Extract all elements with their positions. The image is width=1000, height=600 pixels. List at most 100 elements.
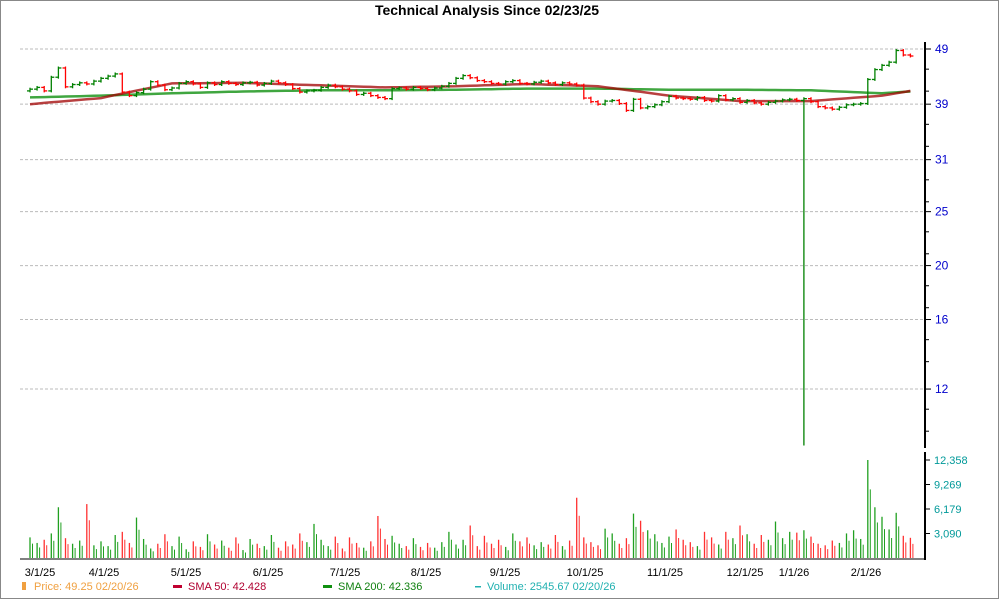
price-bar bbox=[729, 97, 736, 102]
chart-title: Technical Analysis Since 02/23/25 bbox=[375, 2, 599, 18]
price-bar bbox=[346, 87, 353, 93]
price-bar bbox=[147, 80, 154, 91]
price-bar bbox=[90, 79, 97, 86]
price-bar bbox=[758, 101, 765, 106]
price-bar bbox=[410, 85, 417, 91]
price-bar bbox=[289, 83, 296, 91]
price-bar bbox=[389, 87, 396, 101]
date-tick-label: 8/1/25 bbox=[411, 567, 442, 579]
price-bar bbox=[474, 76, 481, 83]
date-tick-label: 12/1/25 bbox=[727, 567, 764, 579]
price-bar bbox=[204, 81, 211, 89]
price-tick-label: 25 bbox=[935, 205, 949, 219]
price-bar bbox=[98, 76, 104, 83]
price-bar bbox=[161, 83, 168, 92]
price-bar bbox=[240, 81, 246, 86]
price-axis: 49 39 31 25 20 16 12 bbox=[924, 42, 949, 448]
date-tick-label: 11/1/25 bbox=[647, 567, 683, 579]
price-bar bbox=[623, 102, 630, 112]
price-bar bbox=[282, 81, 289, 86]
price-bar bbox=[254, 80, 261, 87]
price-bar bbox=[318, 85, 325, 92]
volume-tick-label: 3,090 bbox=[934, 528, 962, 540]
price-bar bbox=[481, 79, 488, 84]
price-bar bbox=[190, 80, 197, 86]
price-bar bbox=[197, 82, 204, 89]
price-bar bbox=[140, 87, 147, 95]
price-bar bbox=[893, 49, 900, 64]
price-bar bbox=[119, 72, 126, 94]
price-bar bbox=[374, 94, 381, 99]
price-bar bbox=[552, 81, 559, 86]
date-tick-label: 7/1/25 bbox=[330, 567, 361, 579]
price-bar bbox=[48, 75, 55, 93]
price-bar bbox=[694, 96, 701, 101]
price-bar bbox=[126, 90, 133, 98]
price-bar bbox=[112, 72, 119, 78]
price-bar bbox=[815, 100, 822, 109]
price-tick-label: 12 bbox=[935, 382, 949, 396]
sma200-line bbox=[29, 87, 911, 99]
price-bar bbox=[658, 100, 665, 107]
price-bar bbox=[722, 94, 729, 102]
price-bar bbox=[666, 94, 672, 104]
price-bar bbox=[857, 102, 864, 106]
price-bar bbox=[311, 88, 317, 93]
price-bar bbox=[27, 87, 33, 93]
sma50-line bbox=[29, 81, 911, 106]
price-bar bbox=[715, 94, 722, 103]
price-bar bbox=[218, 80, 225, 86]
price-bar bbox=[467, 74, 474, 80]
price-bar bbox=[268, 79, 275, 85]
price-bar bbox=[183, 80, 190, 85]
price-bar bbox=[495, 81, 502, 86]
price-bar bbox=[332, 83, 339, 89]
price-tick-label: 31 bbox=[935, 153, 949, 167]
legend-price: Price: 49.25 02/20/26 bbox=[34, 581, 139, 593]
grid-lines bbox=[20, 48, 925, 390]
price-bar bbox=[864, 78, 871, 106]
price-bar bbox=[850, 102, 857, 107]
date-tick-label: 1/1/26 bbox=[779, 567, 810, 579]
price-bar bbox=[779, 98, 786, 103]
price-bar bbox=[133, 91, 140, 98]
price-bar bbox=[559, 81, 566, 86]
price-bar bbox=[772, 99, 779, 104]
price-bar bbox=[744, 99, 751, 104]
legend: Price: 49.25 02/20/26 SMA 50: 42.428 SMA… bbox=[22, 581, 615, 593]
price-bar bbox=[275, 79, 282, 85]
price-bar bbox=[822, 105, 829, 110]
price-bar bbox=[708, 99, 715, 103]
price-tick-label: 49 bbox=[935, 42, 949, 56]
price-bar bbox=[673, 94, 680, 100]
price-bar bbox=[580, 83, 587, 100]
price-bar bbox=[871, 68, 878, 81]
price-bar bbox=[793, 97, 800, 102]
price-bar bbox=[701, 96, 708, 102]
price-bar bbox=[602, 99, 609, 106]
price-bar bbox=[303, 89, 310, 94]
price-bar bbox=[737, 97, 743, 104]
price-bar bbox=[232, 81, 239, 86]
price-bar bbox=[651, 103, 658, 109]
price-bar bbox=[55, 66, 62, 79]
price-bar bbox=[325, 83, 332, 89]
legend-price-swatch bbox=[22, 582, 26, 590]
price-bar bbox=[573, 82, 580, 87]
price-tick-label: 16 bbox=[935, 313, 949, 327]
price-bar bbox=[538, 79, 545, 84]
price-bar bbox=[587, 96, 594, 104]
price-bar bbox=[900, 49, 907, 57]
price-bar bbox=[751, 99, 758, 105]
price-bar bbox=[687, 97, 694, 101]
price-bar bbox=[417, 85, 424, 91]
price-bar bbox=[431, 86, 438, 92]
price-bar bbox=[62, 66, 69, 89]
price-bar bbox=[460, 74, 467, 80]
date-tick-label: 4/1/25 bbox=[89, 567, 120, 579]
legend-sma200-swatch bbox=[323, 585, 332, 588]
price-tick-label: 20 bbox=[935, 259, 949, 273]
price-bar bbox=[247, 80, 254, 85]
price-bar bbox=[843, 103, 850, 109]
